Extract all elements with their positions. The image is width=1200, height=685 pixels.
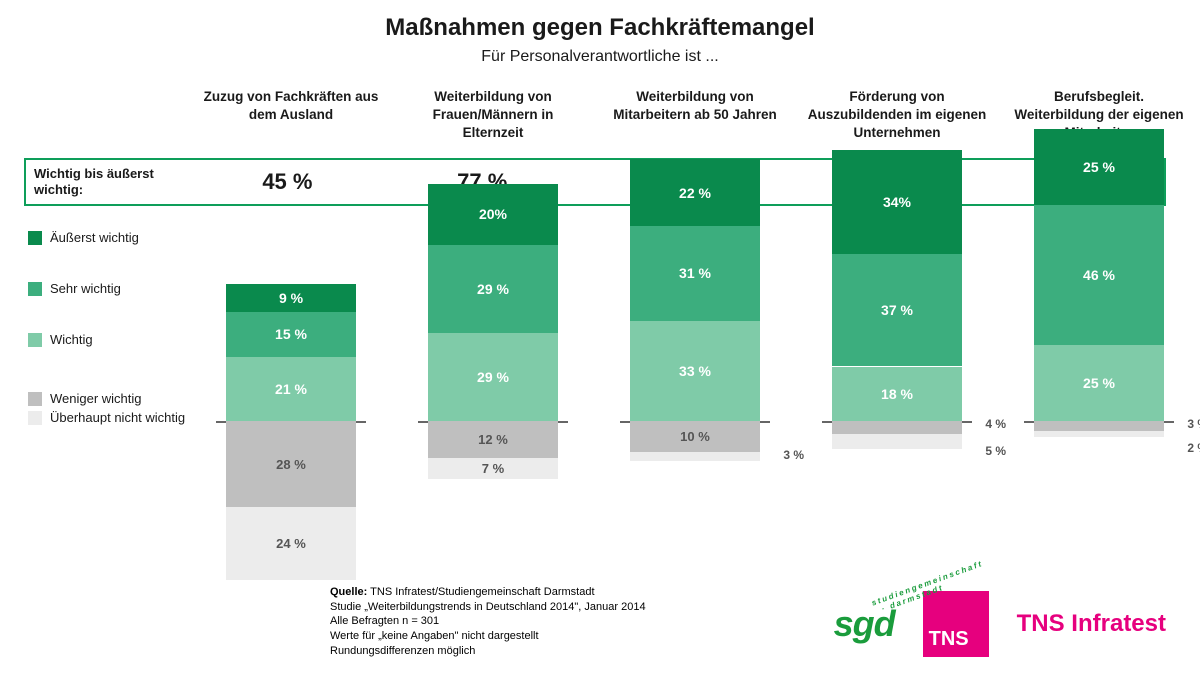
legend-label: Wichtig <box>50 332 93 347</box>
bar-segment-extremely: 9 % <box>226 284 356 311</box>
bar-segment-not: 5 % <box>832 434 962 449</box>
tns-infratest-wordmark: TNS Infratest <box>1017 610 1166 638</box>
bar-segment-very: 46 % <box>1034 205 1164 345</box>
bar-segment-not: 7 % <box>428 458 558 479</box>
legend-swatch <box>28 231 42 245</box>
bar-segment-very: 37 % <box>832 254 962 367</box>
bar-segment-important: 25 % <box>1034 345 1164 421</box>
legend-item: Äußerst wichtig <box>28 230 185 245</box>
bar-segment-less: 10 % <box>630 421 760 452</box>
summary-value: 45 % <box>190 169 385 195</box>
bar-segment-extremely: 34% <box>832 150 962 254</box>
legend-swatch <box>28 411 42 425</box>
bar-segment-extremely: 20% <box>428 184 558 245</box>
bar-segment-very: 15 % <box>226 312 356 358</box>
bar-segment-less: 12 % <box>428 421 558 458</box>
bar-segment-important: 33 % <box>630 321 760 422</box>
bar-segment-very: 31 % <box>630 226 760 321</box>
tns-square-logo: TNS <box>923 591 989 657</box>
stacked-bar-chart: 21 %15 %9 % 28 %24 % 29 %29 %20%12 %7 % 33 … <box>190 220 1200 610</box>
legend-item: Sehr wichtig <box>28 281 185 296</box>
bar-segment-not: 24 % <box>226 507 356 580</box>
bar-segment-important: 21 % <box>226 357 356 421</box>
bar-segment-very: 29 % <box>428 245 558 333</box>
bar-segment-not: 2 % <box>1034 431 1164 437</box>
legend-swatch <box>28 333 42 347</box>
legend-swatch <box>28 392 42 406</box>
legend-item: Weniger wichtig <box>28 391 185 406</box>
sgd-logo: sgd studiengemeinschaft · darmstadt <box>834 603 895 645</box>
legend-item: Wichtig <box>28 332 185 347</box>
main-title: Maßnahmen gegen Fachkräftemangel <box>0 0 1200 42</box>
measure-header: Zuzug von Fachkräften aus dem Ausland <box>190 88 392 144</box>
chart-column: 25 %46 %25 %3 %2 % <box>998 220 1200 610</box>
chart-column: 21 %15 %9 % 28 %24 % <box>190 220 392 610</box>
bar-segment-important: 18 % <box>832 367 962 422</box>
measure-header: Förderung von Auszubildenden im eigenen … <box>796 88 998 144</box>
bar-segment-extremely: 22 % <box>630 159 760 226</box>
bar-segment-less: 3 % <box>1034 421 1164 430</box>
legend-label: Überhaupt nicht wichtig <box>50 410 185 425</box>
measure-headers-row: Zuzug von Fachkräften aus dem AuslandWei… <box>0 88 1200 144</box>
legend-label: Äußerst wichtig <box>50 230 139 245</box>
legend: Äußerst wichtig Sehr wichtig Wichtig Wenige… <box>28 230 185 429</box>
summary-box: Wichtig bis äußerst wichtig: 45 %77 %86 … <box>24 158 1166 206</box>
measure-header: Weiterbildung von Frauen/Männern in Elte… <box>392 88 594 144</box>
bar-segment-less: 4 % <box>832 421 962 433</box>
bar-segment-important: 29 % <box>428 333 558 421</box>
legend-label: Sehr wichtig <box>50 281 121 296</box>
chart-column: 33 %31 %22 %10 %3 % <box>594 220 796 610</box>
measure-header: Weiterbildung von Mitarbeitern ab 50 Jah… <box>594 88 796 144</box>
source-footer: Quelle: TNS Infratest/Studiengemeinschaf… <box>330 585 646 659</box>
legend-label: Weniger wichtig <box>50 391 142 406</box>
legend-item: Überhaupt nicht wichtig <box>28 410 185 425</box>
legend-swatch <box>28 282 42 296</box>
logos: sgd studiengemeinschaft · darmstadt TNS … <box>834 591 1166 657</box>
chart-column: 29 %29 %20%12 %7 % <box>392 220 594 610</box>
subtitle: Für Personalverantwortliche ist ... <box>0 42 1200 66</box>
summary-label: Wichtig bis äußerst wichtig: <box>26 166 190 199</box>
chart-column: 18 %37 %34%4 %5 % <box>796 220 998 610</box>
bar-segment-extremely: 25 % <box>1034 129 1164 205</box>
bar-segment-less: 28 % <box>226 421 356 506</box>
bar-segment-not: 3 % <box>630 452 760 461</box>
